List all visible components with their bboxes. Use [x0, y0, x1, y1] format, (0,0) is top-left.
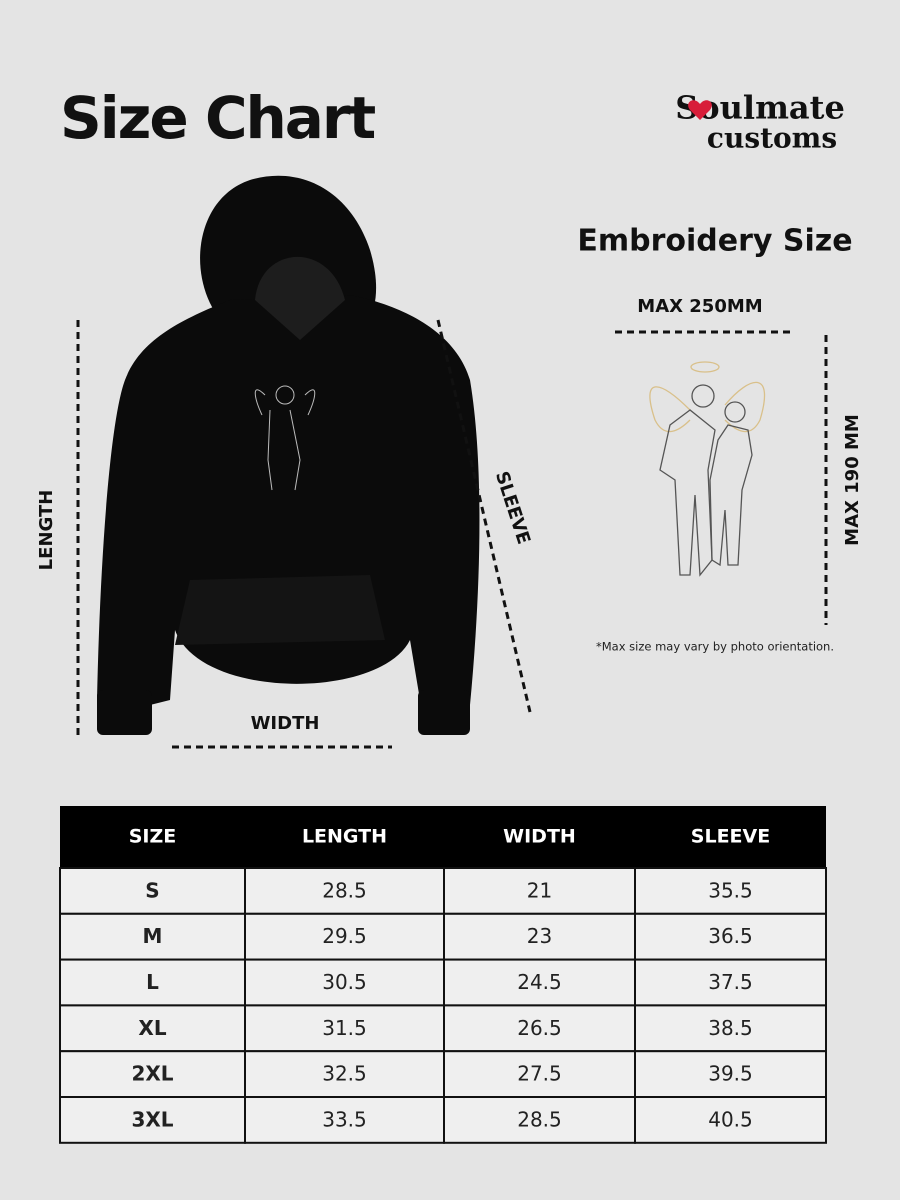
length-label: LENGTH: [36, 490, 57, 571]
measurement: 35.5: [708, 878, 753, 902]
embroidery-note: *Max size may vary by photo orientation.: [596, 640, 834, 654]
table-cell: [244, 1004, 445, 1053]
table-cell: [634, 1004, 827, 1053]
size-label: 3XL: [131, 1107, 173, 1131]
embroidery-title: Embroidery Size: [577, 224, 852, 259]
embroidery-art: [649, 361, 766, 577]
measurement: 38.5: [708, 1016, 753, 1040]
table-cell: [443, 912, 636, 961]
size-label: L: [146, 970, 159, 994]
brand-line: customs: [707, 122, 837, 155]
table-cell: [244, 1096, 445, 1144]
column-header: SIZE: [129, 826, 177, 848]
width-label: WIDTH: [251, 713, 320, 734]
hoodie: [97, 175, 480, 735]
size-table: SIZE LENGTH WIDTH SLEEVE S 28.5 21 35.5 M 29.5 23 3…: [59, 806, 827, 1144]
column-header: WIDTH: [503, 826, 576, 848]
size-label: XL: [138, 1016, 166, 1040]
table-cell: [443, 1050, 636, 1098]
measurement: 28.5: [517, 1107, 562, 1131]
table-cell: [634, 1050, 827, 1098]
table-header: [60, 806, 826, 868]
max-height: MAX 190 MM: [842, 414, 863, 546]
table-cell: [443, 958, 636, 1007]
column-header: SLEEVE: [691, 826, 770, 848]
measurement: 23: [527, 924, 552, 948]
column-header: LENGTH: [302, 826, 387, 848]
title: Size Chart: [60, 84, 376, 152]
measurement: 36.5: [708, 924, 753, 948]
measurement: 32.5: [322, 1062, 367, 1086]
measurement: 28.5: [322, 878, 367, 902]
measurement: 31.5: [322, 1016, 367, 1040]
table-cell: [634, 1096, 827, 1144]
measurement: 33.5: [322, 1107, 367, 1131]
table-cell: [443, 1004, 636, 1053]
table-cell: [634, 958, 827, 1007]
measurement: 40.5: [708, 1107, 753, 1131]
size-label: S: [145, 878, 159, 902]
table-cell: [244, 912, 445, 961]
measurement: 24.5: [517, 970, 562, 994]
table-cell: [59, 1004, 246, 1053]
measurement: 39.5: [708, 1062, 753, 1086]
measurement: 26.5: [517, 1016, 562, 1040]
size-label: 2XL: [131, 1062, 173, 1086]
brand-heart: [688, 100, 712, 120]
table-cell: [443, 1096, 636, 1144]
measurement: 27.5: [517, 1062, 562, 1086]
table-cell: [59, 1050, 246, 1098]
measurement: 30.5: [322, 970, 367, 994]
table-cell: [244, 958, 445, 1007]
size-label: M: [143, 924, 163, 948]
table-cell: [59, 867, 246, 915]
table-cell: [634, 912, 827, 961]
sleeve-label: SLEEVE: [491, 469, 534, 547]
table-cell: [59, 1096, 246, 1144]
max-width: MAX 250MM: [637, 296, 762, 317]
measurement: 21: [527, 878, 552, 902]
measurement: 29.5: [322, 924, 367, 948]
measurement: 37.5: [708, 970, 753, 994]
